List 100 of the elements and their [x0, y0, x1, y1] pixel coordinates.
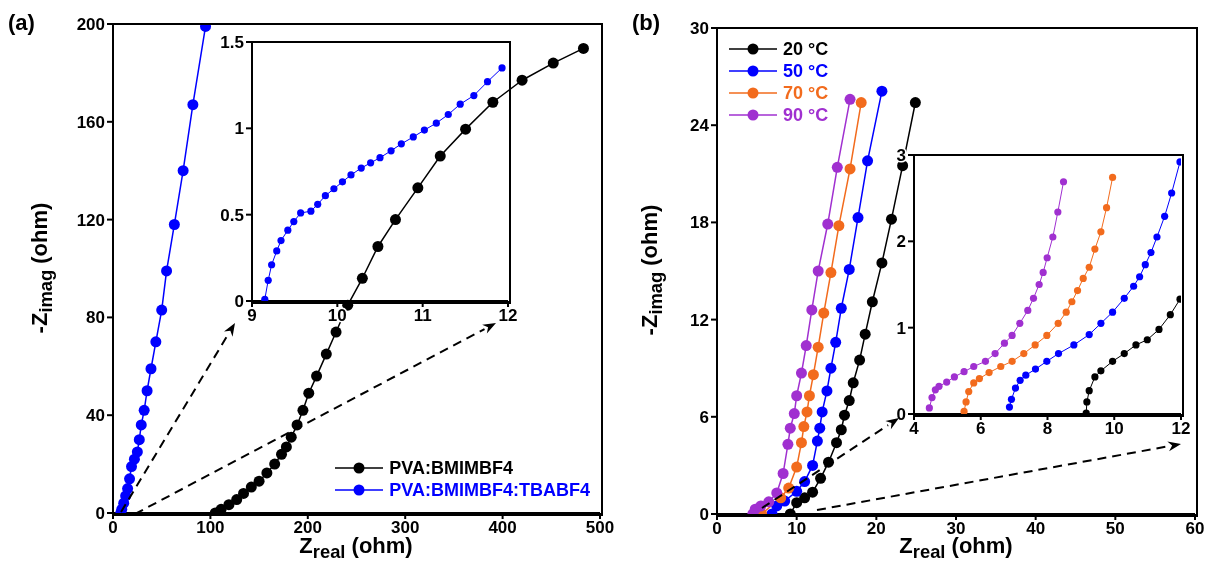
x-tick-label: 0 [108, 518, 118, 538]
legend-label: PVA:BMIMBF4 [389, 457, 514, 479]
point [284, 226, 292, 234]
point [314, 200, 322, 208]
point [1108, 308, 1117, 316]
point [290, 217, 298, 226]
x-tick-label: 100 [196, 518, 225, 538]
chart-title: (a) [8, 10, 35, 36]
point [330, 326, 342, 338]
point [412, 182, 424, 194]
x-tick-label: 9 [247, 306, 257, 326]
point [376, 154, 384, 162]
point [1054, 349, 1063, 358]
point [321, 192, 329, 200]
point [1031, 365, 1040, 373]
point [1024, 306, 1032, 314]
point [1029, 294, 1038, 302]
point [1043, 357, 1051, 365]
point [1130, 282, 1138, 290]
point [1059, 178, 1068, 186]
point [487, 96, 499, 108]
point [1000, 339, 1009, 347]
point [1039, 268, 1047, 277]
legend-label: 70 °C [783, 82, 829, 104]
point [1016, 376, 1024, 384]
point [876, 257, 888, 269]
point [835, 424, 847, 436]
point [799, 492, 811, 504]
point [830, 336, 842, 348]
point [818, 307, 830, 319]
y-tick-label: 0.5 [220, 205, 244, 225]
point [456, 100, 464, 108]
point [261, 467, 273, 479]
point [1007, 395, 1016, 403]
point [831, 161, 843, 173]
point [925, 404, 933, 412]
point [397, 140, 405, 148]
point [866, 296, 878, 308]
y-tick-label: 2 [896, 232, 906, 252]
point [859, 328, 871, 340]
point [187, 99, 199, 111]
point [135, 419, 147, 431]
point [387, 147, 395, 155]
y-tick-label: 30 [690, 19, 709, 39]
point [795, 367, 807, 379]
x-tick-label: 0 [712, 519, 722, 539]
point [547, 57, 559, 69]
point [245, 481, 257, 493]
point [231, 494, 243, 506]
point [1083, 398, 1091, 406]
point [788, 408, 800, 420]
y-tick-label: 160 [76, 112, 105, 132]
point [276, 448, 287, 460]
point [815, 472, 827, 484]
point [1073, 286, 1082, 295]
point [280, 441, 292, 453]
legend-label: 20 °C [783, 38, 829, 60]
x-tick-label: 50 [1105, 519, 1125, 539]
point [303, 387, 315, 399]
point [1132, 341, 1140, 349]
point [1016, 319, 1024, 327]
point [131, 446, 143, 458]
point [831, 437, 842, 449]
point [238, 487, 250, 499]
point [356, 272, 368, 284]
point [1005, 403, 1014, 411]
point [261, 295, 269, 301]
point [133, 434, 145, 446]
point [814, 422, 826, 434]
point [825, 362, 837, 374]
point [807, 486, 819, 498]
point [1108, 173, 1117, 182]
legend-label: PVA:BMIMBF4:TBABF4 [389, 479, 590, 501]
point [483, 78, 492, 86]
y-tick-label: 0 [95, 504, 105, 524]
point [854, 354, 866, 366]
point [444, 110, 452, 119]
point [1049, 233, 1057, 241]
point [264, 276, 272, 284]
point [962, 398, 970, 406]
point [822, 218, 834, 230]
point [801, 406, 813, 418]
legend-label: 50 °C [783, 60, 829, 82]
point [161, 265, 173, 277]
point [777, 468, 789, 479]
point [833, 220, 845, 232]
point [1085, 263, 1093, 271]
point [273, 247, 281, 255]
point [577, 42, 589, 54]
y-tick-label: 1.5 [220, 33, 244, 53]
point [1062, 308, 1070, 316]
point [843, 263, 855, 275]
x-axis-title: Z$_{real}$ (ohm) [899, 533, 1013, 564]
point [800, 340, 812, 352]
legend-label: 90 °C [783, 104, 829, 126]
point [141, 385, 153, 397]
point [1102, 204, 1111, 212]
point [807, 369, 819, 381]
point [122, 483, 134, 495]
point [1120, 349, 1128, 358]
